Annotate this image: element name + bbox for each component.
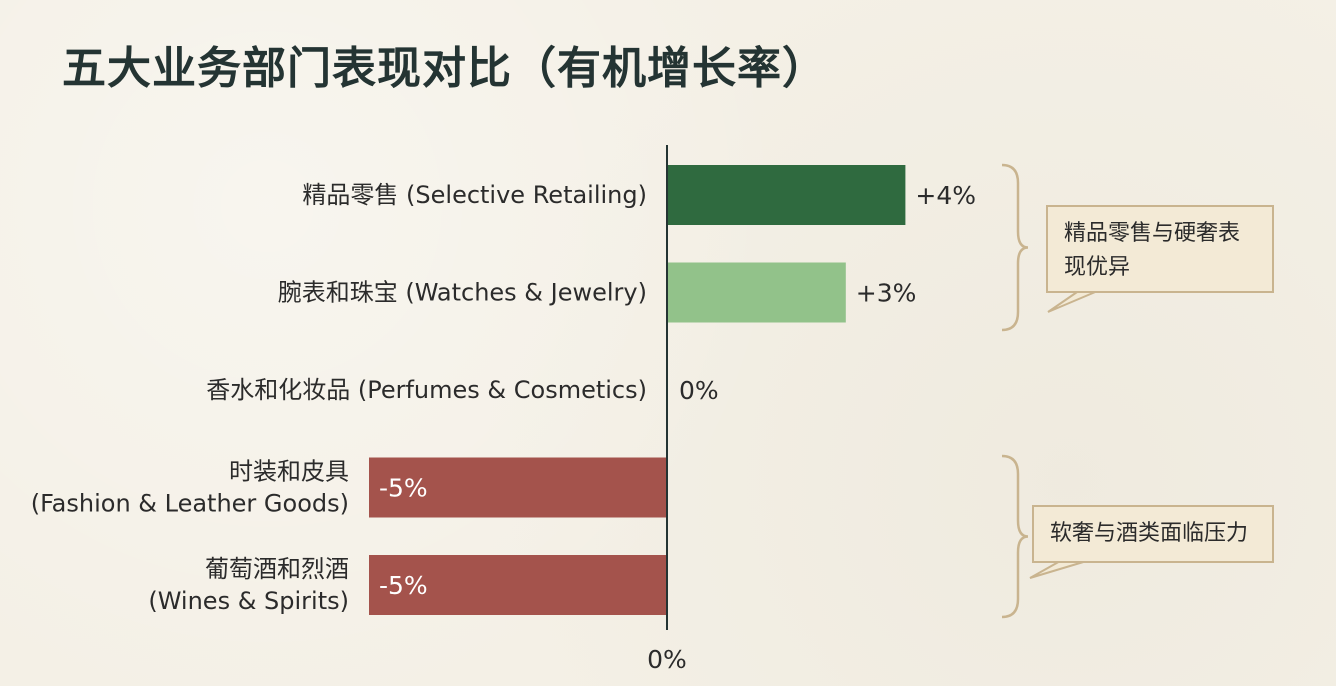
category-label-4-0: 葡萄酒和烈酒 bbox=[205, 555, 349, 583]
category-label-1-0: 腕表和珠宝 (Watches & Jewelry) bbox=[278, 279, 647, 307]
category-label-4-1: (Wines & Spirits) bbox=[148, 587, 349, 615]
category-label-0-0: 精品零售 (Selective Retailing) bbox=[302, 181, 647, 209]
callout-positive-line-1: 精品零售与硬奢表 bbox=[1064, 221, 1241, 246]
value-label-0: +4% bbox=[915, 181, 976, 210]
bar-1 bbox=[667, 262, 846, 323]
bar-3 bbox=[369, 457, 667, 518]
callout-positive: 精品零售与硬奢表 现优异 bbox=[1046, 205, 1274, 293]
value-label-4: -5% bbox=[379, 571, 428, 600]
value-label-3: -5% bbox=[379, 474, 428, 503]
category-label-3-0: 时装和皮具 bbox=[229, 458, 349, 486]
brace-negative bbox=[1001, 454, 1029, 619]
bar-4 bbox=[369, 555, 667, 615]
callout-positive-tail bbox=[1047, 289, 1101, 313]
value-label-2: 0% bbox=[679, 376, 719, 405]
category-label-2-0: 香水和化妆品 (Perfumes & Cosmetics) bbox=[206, 376, 647, 404]
brace-positive bbox=[1001, 163, 1029, 332]
axis-zero-label: 0% bbox=[647, 645, 687, 674]
value-label-1: +3% bbox=[856, 279, 917, 308]
callout-positive-line-2: 现优异 bbox=[1064, 255, 1131, 280]
callout-negative-line-1: 软奢与酒类面临压力 bbox=[1050, 521, 1249, 546]
page-title: 五大业务部门表现对比（有机增长率） bbox=[62, 43, 827, 94]
category-label-3-1: (Fashion & Leather Goods) bbox=[31, 490, 349, 518]
callout-negative: 软奢与酒类面临压力 bbox=[1032, 505, 1274, 563]
bar-0 bbox=[667, 165, 906, 225]
